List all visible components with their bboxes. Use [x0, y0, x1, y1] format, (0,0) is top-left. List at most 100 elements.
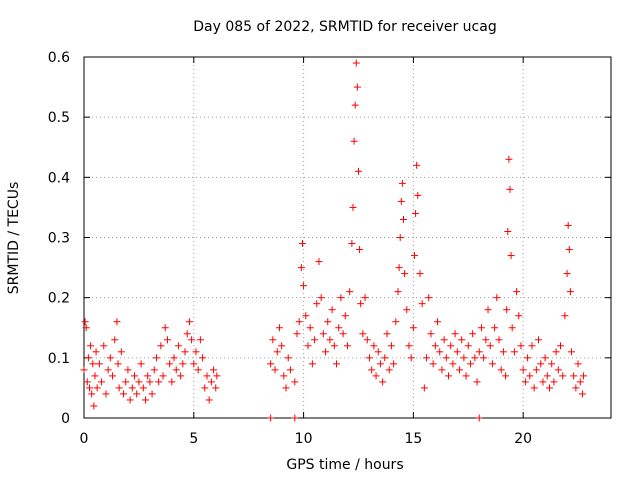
data-point [431, 342, 439, 350]
data-point [188, 336, 196, 344]
data-point [567, 348, 575, 356]
data-point [159, 372, 167, 380]
data-point [157, 342, 165, 350]
data-point [423, 354, 431, 362]
data-point [267, 414, 275, 422]
data-point [505, 155, 513, 163]
data-point [372, 372, 380, 380]
data-point [530, 384, 538, 392]
data-point [148, 390, 156, 398]
data-point [356, 246, 364, 254]
data-point [396, 234, 404, 241]
data-point [482, 336, 490, 344]
x-tick-labels: 0 5 10 15 20 [80, 431, 533, 447]
data-point [354, 167, 362, 175]
data-point [210, 366, 218, 374]
data-point [346, 288, 354, 296]
data-point [317, 294, 325, 302]
y-tick-label: 0 [61, 411, 70, 427]
data-point [387, 342, 395, 350]
y-tick-labels: 0 0.1 0.2 0.3 0.4 0.5 0.6 [48, 50, 70, 427]
data-point [291, 378, 299, 386]
data-point [291, 414, 299, 422]
data-point [161, 324, 169, 332]
data-point [185, 318, 193, 326]
data-point [295, 318, 303, 326]
x-tick-label: 10 [295, 431, 313, 447]
data-point [207, 378, 215, 386]
data-point [504, 227, 512, 235]
data-point [84, 354, 92, 362]
data-point [532, 366, 540, 374]
data-point [304, 342, 312, 350]
data-point [166, 360, 174, 368]
y-tick-label: 0.6 [48, 50, 70, 66]
data-point [455, 366, 463, 374]
data-point [351, 101, 359, 109]
data-point [442, 354, 450, 362]
data-point [298, 240, 306, 248]
data-point [458, 336, 466, 344]
data-point [353, 83, 361, 91]
data-point [300, 282, 308, 290]
data-point [513, 288, 521, 296]
data-point [477, 324, 485, 332]
data-point [181, 348, 189, 356]
data-point [339, 330, 347, 338]
data-point [190, 360, 198, 368]
data-points [80, 59, 588, 422]
x-tick-label: 15 [404, 431, 422, 447]
data-point [313, 300, 321, 308]
data-point [385, 366, 393, 374]
data-point [475, 414, 483, 422]
x-tick-label: 5 [189, 431, 198, 447]
data-point [109, 372, 117, 380]
data-point [322, 348, 330, 356]
data-point [416, 270, 424, 278]
data-point [407, 354, 415, 362]
data-point [471, 354, 479, 362]
data-point [286, 366, 294, 374]
grid-lines [84, 57, 611, 418]
data-point [352, 59, 360, 67]
data-point [177, 372, 185, 380]
data-point [519, 366, 527, 374]
data-point [139, 384, 147, 392]
data-point [275, 324, 283, 332]
data-point [473, 378, 481, 386]
data-point [344, 342, 351, 350]
data-point [436, 348, 444, 356]
x-tick-label: 20 [514, 431, 532, 447]
data-point [486, 342, 494, 350]
data-point [297, 264, 305, 272]
data-point [124, 366, 132, 374]
data-point [374, 348, 382, 356]
data-point [144, 372, 152, 380]
data-point [282, 384, 290, 392]
data-point [183, 330, 191, 338]
data-point [315, 258, 323, 266]
data-point [451, 330, 459, 338]
data-point [539, 378, 547, 386]
data-point [517, 342, 525, 350]
data-point [460, 354, 468, 362]
data-point [475, 348, 483, 356]
y-tick-label: 0.1 [48, 351, 70, 367]
data-point [361, 294, 369, 302]
axis-ticks [83, 56, 611, 419]
data-point [515, 312, 523, 320]
data-point [170, 354, 178, 362]
y-tick-label: 0.5 [48, 110, 70, 126]
data-point [541, 354, 549, 362]
data-point [194, 366, 202, 374]
data-point [111, 336, 119, 344]
data-point [491, 324, 499, 332]
data-point [395, 264, 403, 272]
data-point [357, 300, 365, 308]
data-point [146, 378, 154, 386]
data-point [348, 240, 356, 248]
data-point [100, 342, 108, 350]
data-point [324, 318, 332, 326]
data-point [410, 252, 418, 260]
